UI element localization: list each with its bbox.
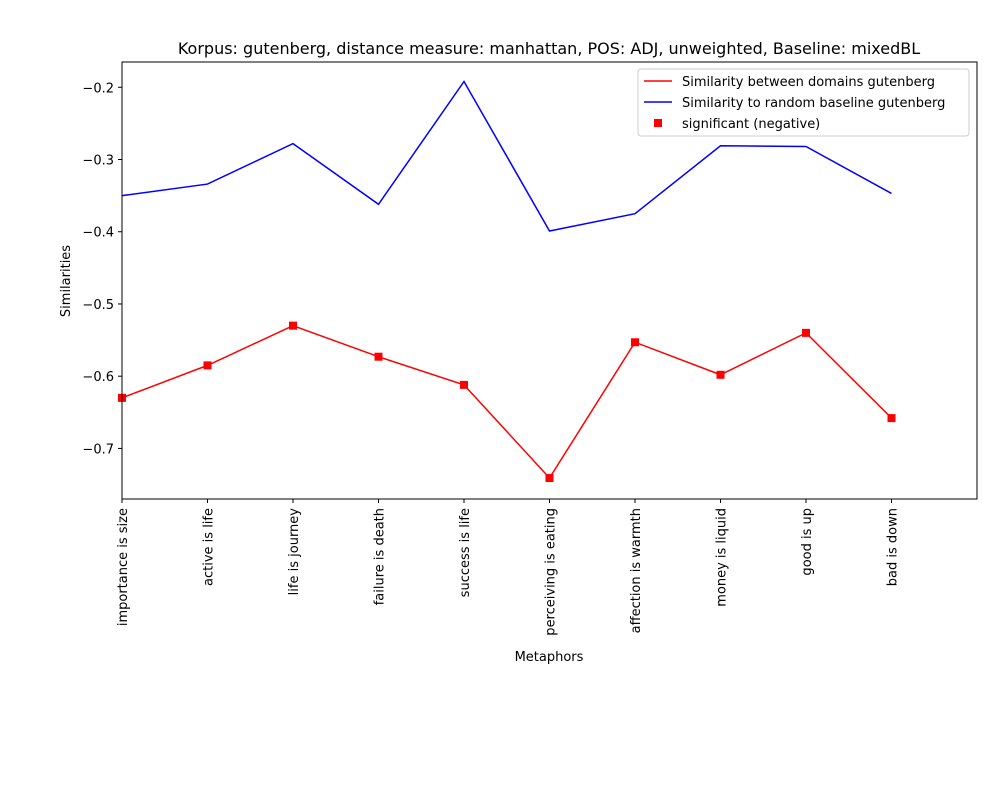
y-tick-label: −0.2 [82,81,114,96]
legend-label-between-domains: Similarity between domains gutenberg [682,75,935,90]
y-tick-label: −0.3 [82,154,114,169]
series-line-0 [121,324,893,480]
chart-title: Korpus: gutenberg, distance measure: man… [178,39,920,58]
y-tick-label: −0.4 [82,226,114,241]
legend-label-significant: significant (negative) [682,117,820,132]
legend: Similarity between domains gutenberg Sim… [637,68,970,137]
series-line-1 [121,80,892,232]
y-axis-label: Similarities [59,245,74,317]
legend-marker-significant [654,119,662,127]
x-tick-label: money is liquid [715,508,730,607]
x-tick-label: importance is size [116,508,131,626]
x-tick-label: perceiving is eating [544,508,559,636]
y-tick-label: −0.5 [82,298,114,313]
x-tick-label: life is journey [287,508,302,596]
x-axis: importance is size active is life life is … [116,499,901,636]
significant-marker [631,338,639,347]
y-axis: −0.2 −0.3 −0.4 −0.5 −0.6 −0.7 [82,81,122,457]
x-axis-label: Metaphors [515,650,584,665]
x-tick-label: bad is down [886,508,901,586]
significant-marker [887,414,896,423]
x-tick-label: good is up [800,508,815,576]
legend-box [637,68,970,137]
significant-marker [374,352,383,361]
significant-marker [716,370,725,379]
legend-label-random-baseline: Similarity to random baseline gutenberg [682,96,945,111]
significant-marker [460,380,468,389]
significant-marker [289,321,297,330]
series-layer [121,80,893,480]
x-tick-label: affection is warmth [629,508,644,633]
significant-marker [802,328,810,337]
y-tick-label: −0.6 [82,370,114,385]
x-tick-label: success is life [458,508,473,597]
significant-marker [545,474,554,483]
y-tick-label: −0.7 [82,442,114,457]
x-tick-label: active is life [202,508,217,586]
x-tick-label: failure is death [373,508,388,605]
significant-marker [203,361,212,370]
